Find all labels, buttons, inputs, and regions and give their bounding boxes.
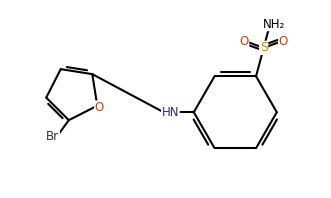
Text: O: O: [239, 35, 249, 48]
Text: O: O: [95, 101, 104, 114]
Text: O: O: [279, 35, 288, 48]
Text: NH₂: NH₂: [263, 18, 285, 30]
Text: HN: HN: [162, 106, 179, 119]
Text: Br: Br: [46, 130, 59, 143]
Text: S: S: [260, 41, 268, 54]
